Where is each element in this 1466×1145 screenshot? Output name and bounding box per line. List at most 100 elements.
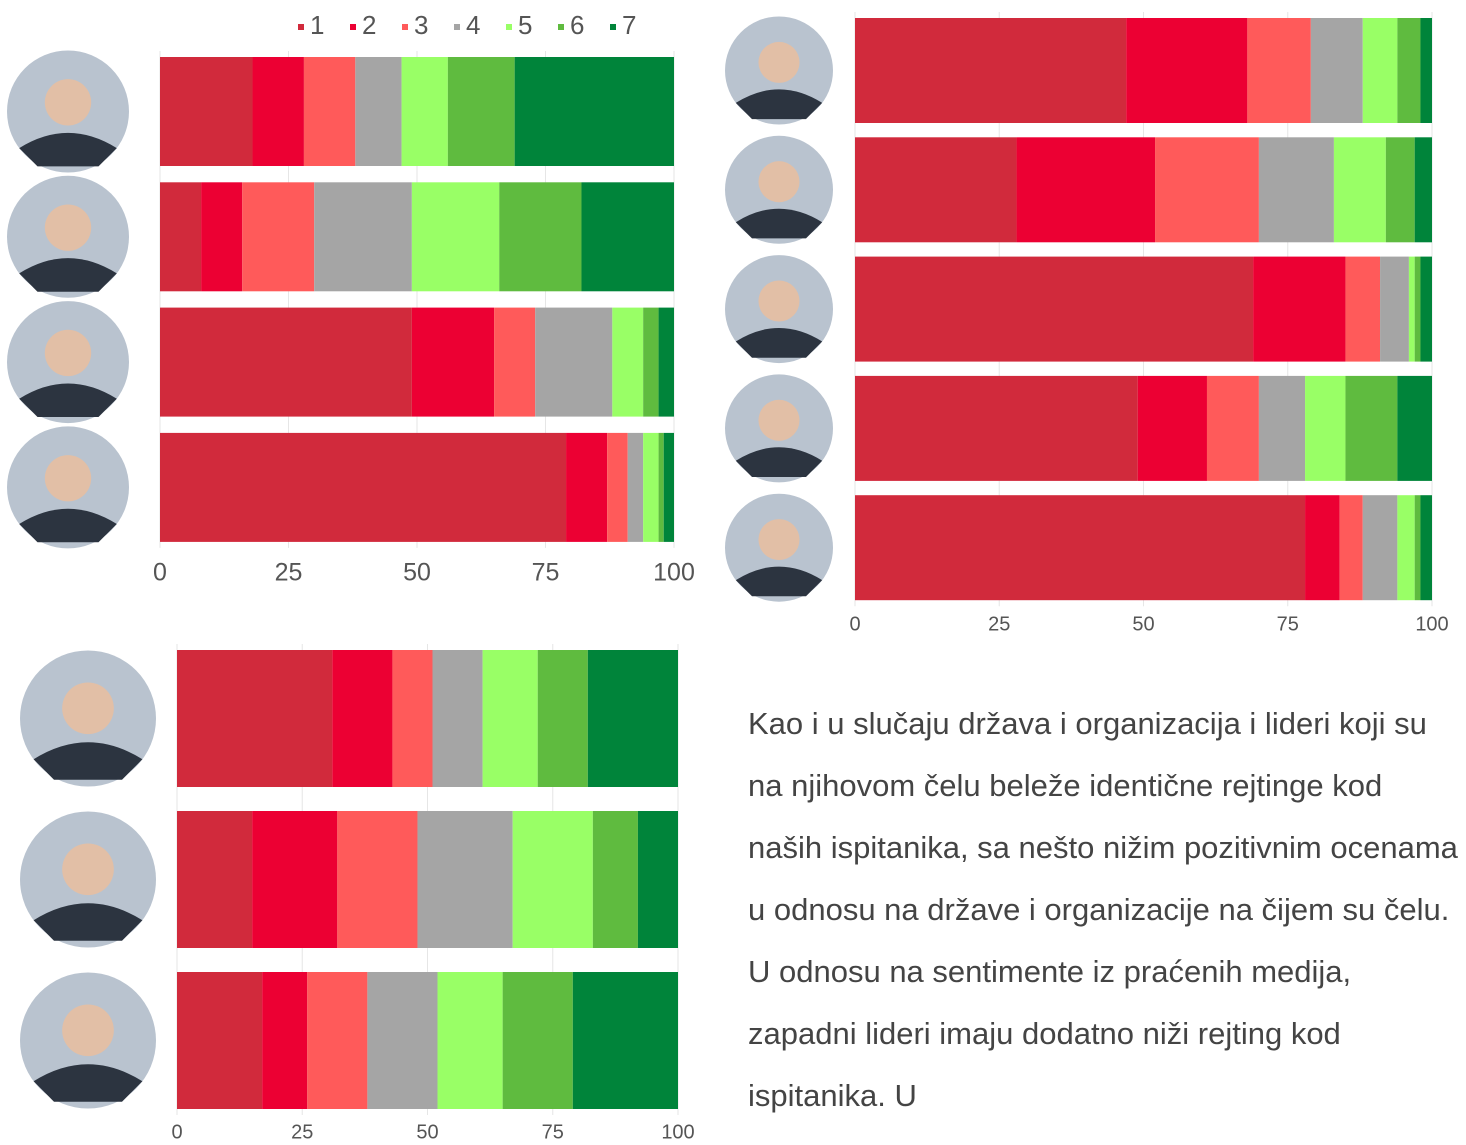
legend-label: 7 xyxy=(622,10,636,40)
bar-segment xyxy=(160,182,201,291)
bar-segment xyxy=(448,57,515,166)
avatar xyxy=(725,255,833,363)
bar-segment xyxy=(1259,376,1305,481)
bar-segment xyxy=(1305,495,1340,600)
bar-segment xyxy=(643,308,658,417)
bar-segment xyxy=(307,972,367,1109)
bar-segment xyxy=(659,433,664,542)
bar-segment xyxy=(1415,257,1421,362)
avatar xyxy=(20,812,156,948)
bar-segment xyxy=(1345,257,1380,362)
avatar-head xyxy=(62,682,114,734)
bar-segment xyxy=(252,811,337,948)
bar-segment xyxy=(1386,137,1415,242)
bar-segment xyxy=(538,650,588,787)
bar-segment xyxy=(855,376,1138,481)
bar-segment xyxy=(355,57,401,166)
avatar xyxy=(7,426,129,548)
bar-segment xyxy=(515,57,674,166)
avatar-head xyxy=(758,400,799,441)
bar-segment xyxy=(607,433,628,542)
avatar-head xyxy=(758,42,799,83)
bar-segment xyxy=(1363,18,1398,123)
bar-segment xyxy=(417,811,512,948)
legend-label: 3 xyxy=(414,10,428,40)
page: {"chart_data": [ {"type": "bar", "orient… xyxy=(0,0,1466,1145)
x-tick-label: 100 xyxy=(661,1121,694,1143)
bar-segment xyxy=(314,182,412,291)
bar-segment xyxy=(160,308,412,417)
avatar xyxy=(725,136,833,244)
legend-marker xyxy=(298,24,304,30)
bar-segment xyxy=(581,182,674,291)
bar-segment xyxy=(1397,376,1432,481)
legend-label: 6 xyxy=(570,10,584,40)
bar-segment xyxy=(160,57,253,166)
bar-segment xyxy=(367,972,437,1109)
bar-segment xyxy=(566,433,607,542)
bar-segment xyxy=(855,495,1305,600)
bar-segment xyxy=(1397,18,1420,123)
bar-segment xyxy=(612,308,643,417)
bar-segment xyxy=(1420,495,1432,600)
avatar xyxy=(725,494,833,602)
legend-marker xyxy=(506,24,512,30)
legend-label: 1 xyxy=(310,10,324,40)
x-tick-label: 25 xyxy=(275,559,303,587)
bar-segment xyxy=(177,972,262,1109)
avatar-head xyxy=(45,204,91,250)
legend-marker xyxy=(610,24,616,30)
avatar-head xyxy=(62,843,114,895)
bar-segment xyxy=(1340,495,1363,600)
avatar-head xyxy=(45,455,91,501)
x-tick-label: 75 xyxy=(542,1121,564,1143)
x-tick-label: 75 xyxy=(1277,613,1299,635)
bar-segment xyxy=(1363,495,1398,600)
legend-label: 4 xyxy=(466,10,480,40)
avatar xyxy=(7,176,129,298)
bar-segment xyxy=(1305,376,1345,481)
avatar xyxy=(20,651,156,787)
x-tick-label: 25 xyxy=(988,613,1010,635)
avatar-head xyxy=(758,280,799,321)
x-tick-label: 0 xyxy=(153,559,167,587)
avatar-head xyxy=(758,161,799,202)
bar-segment xyxy=(412,308,494,417)
avatar xyxy=(725,17,833,125)
legend-label: 2 xyxy=(362,10,376,40)
bar-segment xyxy=(855,257,1253,362)
avatar-head xyxy=(45,330,91,376)
bar-segment xyxy=(643,433,658,542)
x-tick-label: 0 xyxy=(171,1121,182,1143)
bar-segment xyxy=(659,308,674,417)
bar-segment xyxy=(1311,18,1363,123)
bar-segment xyxy=(1155,137,1259,242)
x-tick-label: 100 xyxy=(1415,613,1448,635)
x-tick-label: 0 xyxy=(849,613,860,635)
bar-segment xyxy=(392,650,432,787)
legend-marker xyxy=(558,24,564,30)
bar-segment xyxy=(855,18,1126,123)
bar-segment xyxy=(503,972,573,1109)
legend-label: 5 xyxy=(518,10,532,40)
bar-segment xyxy=(628,433,643,542)
bar-segment xyxy=(337,811,417,948)
bar-segment xyxy=(253,57,304,166)
paragraph: Kao i u slučaju država i organizacija i … xyxy=(748,693,1458,1127)
bar-segment xyxy=(1126,18,1247,123)
legend-marker xyxy=(350,24,356,30)
bar-segment xyxy=(1415,495,1421,600)
x-tick-label: 50 xyxy=(1132,613,1154,635)
bar-segment xyxy=(177,650,332,787)
bar-segment xyxy=(433,650,483,787)
bar-segment xyxy=(535,308,612,417)
bar-segment xyxy=(1334,137,1386,242)
bar-segment xyxy=(1420,257,1432,362)
x-tick-label: 50 xyxy=(403,559,431,587)
bar-segment xyxy=(483,650,538,787)
avatar-head xyxy=(62,1004,114,1056)
legend-marker xyxy=(402,24,408,30)
bar-segment xyxy=(573,972,678,1109)
legend-marker xyxy=(454,24,460,30)
bar-segment xyxy=(160,433,566,542)
